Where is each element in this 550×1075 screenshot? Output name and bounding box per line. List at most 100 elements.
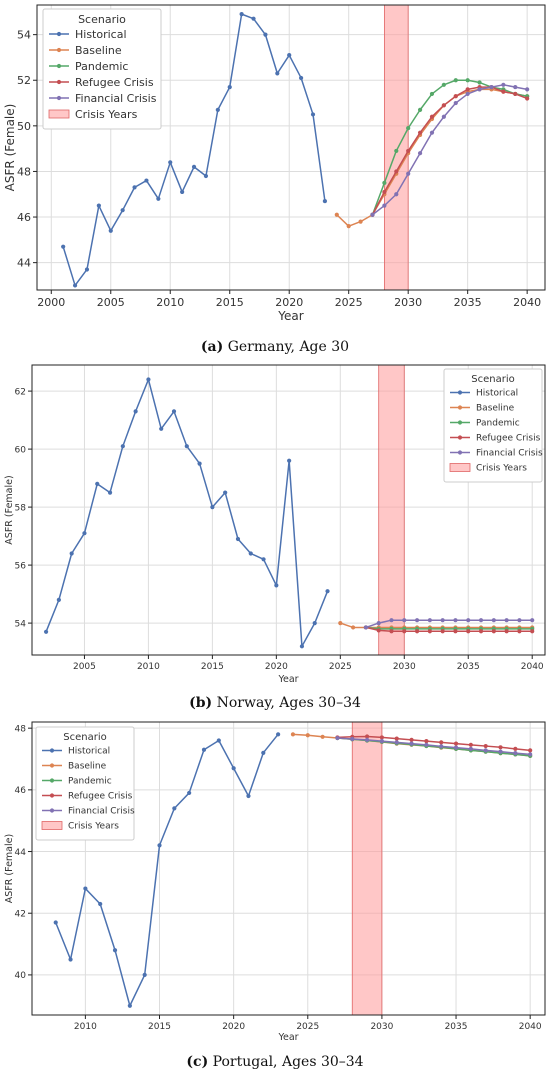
y-tick-label: 58 <box>15 503 27 513</box>
crisis-years-band <box>383 4 409 291</box>
data-point-historical <box>274 583 279 588</box>
data-point-refugee <box>468 742 473 747</box>
legend-box <box>35 726 135 841</box>
data-point-financial <box>504 618 509 623</box>
y-tick-label: 48 <box>15 724 27 734</box>
data-point-historical <box>275 71 280 76</box>
series-financial <box>363 618 535 630</box>
data-point-financial <box>478 618 484 623</box>
data-point-historical <box>223 490 228 495</box>
legend-entry: Historical <box>476 389 518 399</box>
data-point-financial <box>477 87 482 92</box>
y-axis-label: ASFR (Female) <box>3 104 17 192</box>
y-tick-label: 52 <box>17 74 31 87</box>
data-point-historical <box>180 189 185 195</box>
legend-entry: Pandemic <box>75 60 128 73</box>
data-point-financial <box>468 746 473 751</box>
series-historical <box>43 377 330 649</box>
data-point-historical <box>159 426 164 431</box>
caption-text: Portugal, Ages 30–34 <box>208 1054 363 1070</box>
legend-swatch-marker <box>457 390 463 395</box>
y-axis-label: ASFR (Female) <box>4 475 15 544</box>
data-point-historical <box>172 806 177 811</box>
data-point-financial <box>513 751 518 756</box>
series-line-historical <box>55 733 279 1007</box>
plot-frame <box>36 4 546 291</box>
caption-label: (b) <box>189 695 212 711</box>
data-point-historical <box>112 948 118 953</box>
data-point-refugee <box>478 629 484 634</box>
data-point-financial <box>453 100 458 106</box>
legend-entry: Refugee Crisis <box>476 434 541 444</box>
x-tick-label: 2025 <box>296 1022 319 1032</box>
data-point-financial <box>466 618 471 623</box>
data-point-historical <box>299 644 305 649</box>
x-tick-label: 2010 <box>74 1022 97 1032</box>
data-point-historical <box>127 1003 132 1008</box>
x-axis-label: Year <box>277 309 303 323</box>
crisis-years-band <box>351 721 383 1016</box>
data-point-historical <box>132 185 137 190</box>
plot-frame <box>31 364 546 656</box>
x-tick-label: 2030 <box>394 296 422 309</box>
legend-swatch-band <box>449 463 471 472</box>
data-point-financial <box>409 741 414 746</box>
data-point-refugee <box>394 736 399 741</box>
data-point-historical <box>312 621 317 626</box>
data-point-historical <box>227 84 232 90</box>
y-tick-label: 56 <box>15 561 27 571</box>
data-point-financial <box>429 130 435 135</box>
data-point-historical <box>239 12 244 17</box>
series-pandemic <box>370 78 530 217</box>
data-point-historical <box>215 107 220 112</box>
legend-swatch-marker <box>457 420 463 425</box>
x-tick-label: 2010 <box>137 662 160 672</box>
legend: Scenario Historical Baseline Pandemic Refuge… <box>42 8 162 130</box>
data-point-historical <box>191 164 197 169</box>
x-tick-label: 2005 <box>97 296 125 309</box>
data-point-baseline <box>338 621 343 626</box>
data-point-financial <box>453 618 458 623</box>
y-tick-label: 40 <box>15 971 27 981</box>
data-point-financial <box>441 114 446 119</box>
y-tick-label: 62 <box>15 387 26 397</box>
data-point-refugee <box>424 739 429 744</box>
x-tick-label: 2035 <box>457 662 480 672</box>
x-tick-label: 2000 <box>37 296 65 309</box>
data-point-refugee <box>389 629 394 634</box>
data-point-financial <box>530 618 535 623</box>
data-point-refugee <box>453 629 458 634</box>
series-line-refugee <box>337 735 531 752</box>
data-point-refugee <box>498 745 503 750</box>
data-point-historical <box>231 766 236 771</box>
data-point-financial <box>489 84 494 90</box>
series-financial <box>370 82 530 217</box>
caption-text: Norway, Ages 30–34 <box>212 695 361 711</box>
data-point-historical <box>83 886 88 891</box>
data-point-historical <box>246 793 251 799</box>
y-tick-label: 48 <box>17 165 31 178</box>
series-line-financial <box>337 737 531 756</box>
data-point-historical <box>216 738 221 743</box>
data-point-historical <box>69 551 74 556</box>
x-tick-label: 2020 <box>222 1022 245 1032</box>
y-tick-label: 46 <box>15 786 27 796</box>
data-point-historical <box>248 551 253 556</box>
legend-swatch-marker <box>49 748 55 753</box>
data-point-financial <box>376 621 381 626</box>
legend-entry: Financial Crisis <box>75 92 157 105</box>
data-point-financial <box>465 91 470 97</box>
crisis-years-band <box>378 364 405 656</box>
legend-box <box>443 368 543 483</box>
x-tick-label: 2010 <box>156 296 184 309</box>
legend-swatch-band <box>48 109 70 119</box>
data-point-refugee <box>394 169 399 174</box>
data-point-financial <box>424 742 429 747</box>
data-point-historical <box>120 208 125 213</box>
data-point-historical <box>107 490 113 495</box>
data-point-financial <box>389 618 394 623</box>
data-point-historical <box>197 461 202 466</box>
data-point-historical <box>322 198 328 204</box>
data-point-historical <box>263 32 268 37</box>
series-baseline <box>334 87 530 229</box>
